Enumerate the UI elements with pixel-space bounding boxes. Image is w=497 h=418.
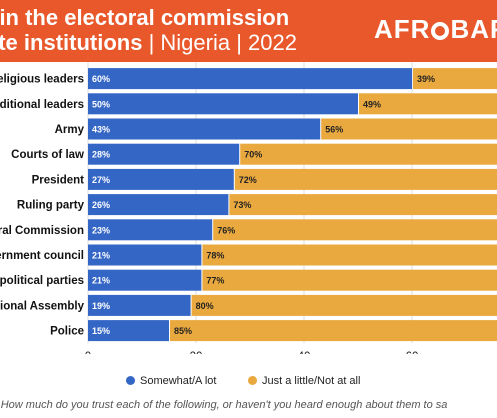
legend-swatch-orange — [248, 376, 257, 385]
logo-text-left: AFR — [374, 14, 431, 44]
bar-value-label-little-10: 85% — [174, 326, 192, 336]
afrobarometer-logo: AFR BAR — [374, 14, 497, 45]
bar-somewhat-1 — [88, 93, 358, 115]
question-note: : How much do you trust each of the foll… — [0, 399, 448, 411]
category-label-5: Ruling party — [17, 200, 85, 212]
bar-value-label-somewhat-8: 21% — [92, 276, 110, 286]
bar-value-label-somewhat-4: 27% — [92, 175, 110, 185]
category-label-1: aditional leaders — [0, 99, 84, 111]
bar-somewhat-5 — [88, 194, 229, 216]
bar-somewhat-3 — [88, 143, 240, 165]
legend-label-somewhat-a-lot: Somewhat/A lot — [140, 375, 217, 387]
bar-value-label-little-4: 72% — [239, 175, 257, 185]
category-label-10: Police — [50, 326, 84, 338]
chart-title-bold-part: ate institutions — [0, 30, 143, 55]
legend-label-just-a-little: Just a little/Not at all — [262, 375, 361, 387]
logo-text-right: BAR — [450, 14, 497, 44]
bar-little-2 — [321, 118, 497, 140]
note-text: How much do you trust each of the follow… — [0, 399, 448, 411]
category-label-7: vernment council — [0, 250, 84, 262]
bar-somewhat-6 — [88, 219, 213, 241]
bar-value-label-little-0: 39% — [417, 74, 435, 84]
bar-somewhat-0 — [88, 68, 412, 90]
chart-title-line-1: t in the electoral commission — [0, 5, 290, 30]
category-label-0: Religious leaders — [0, 74, 84, 86]
bar-value-label-somewhat-1: 50% — [92, 99, 110, 109]
bar-value-label-little-7: 78% — [206, 251, 224, 261]
legend-swatch-blue — [126, 376, 135, 385]
bar-value-label-somewhat-6: 23% — [92, 225, 110, 235]
bar-somewhat-7 — [88, 244, 202, 266]
category-label-8: n political parties — [0, 275, 84, 287]
bar-value-label-little-2: 56% — [325, 125, 343, 135]
bar-little-7 — [202, 244, 497, 266]
x-tick-label-40: 40 — [298, 351, 311, 354]
legend-item-somewhat-a-lot: Somewhat/A lot — [126, 375, 216, 387]
chart-title-subtitle-part: | Nigeria | 2022 — [142, 30, 297, 55]
x-tick-label-20: 20 — [190, 351, 203, 354]
x-tick-label-60: 60 — [406, 351, 419, 354]
bar-value-label-somewhat-3: 28% — [92, 150, 110, 160]
bar-little-10 — [170, 320, 497, 342]
x-tick-label-0: 0 — [85, 351, 91, 354]
bar-little-5 — [229, 194, 497, 216]
bar-little-1 — [359, 93, 497, 115]
bar-little-3 — [240, 143, 497, 165]
bar-value-label-little-1: 49% — [363, 99, 381, 109]
bar-somewhat-4 — [88, 168, 234, 190]
bar-value-label-little-5: 73% — [233, 200, 251, 210]
bar-value-label-somewhat-2: 43% — [92, 125, 110, 135]
bar-little-8 — [202, 269, 497, 291]
category-label-9: ational Assembly — [0, 300, 85, 312]
bar-value-label-little-8: 77% — [206, 276, 224, 286]
bar-somewhat-9 — [88, 294, 191, 316]
bar-value-label-somewhat-0: 60% — [92, 74, 110, 84]
logo-ring-icon — [431, 22, 450, 40]
chart-header: t in the electoral commission ate instit… — [0, 0, 497, 62]
bar-little-0 — [413, 68, 497, 90]
chart-title-line-2: ate institutions | Nigeria | 2022 — [0, 31, 297, 55]
bar-value-label-little-6: 76% — [217, 225, 235, 235]
bar-value-label-somewhat-10: 15% — [92, 326, 110, 336]
bar-somewhat-8 — [88, 269, 202, 291]
category-label-2: Army — [55, 124, 85, 136]
chart-legend: Somewhat/A lot Just a little/Not at all — [0, 373, 497, 391]
bar-somewhat-10 — [88, 320, 169, 342]
bar-little-4 — [234, 168, 497, 190]
bar-value-label-little-9: 80% — [196, 301, 214, 311]
bar-somewhat-2 — [88, 118, 321, 140]
bar-value-label-little-3: 70% — [244, 150, 262, 160]
category-label-4: President — [32, 174, 85, 186]
stacked-bar-chart: 60% 39% Religious leaders 50% 49% aditional l… — [0, 62, 497, 354]
bar-little-9 — [191, 294, 497, 316]
category-label-3: Courts of law — [11, 149, 84, 161]
bar-value-label-somewhat-9: 19% — [92, 301, 110, 311]
category-label-6: oral Commission — [0, 225, 84, 237]
bar-value-label-somewhat-5: 26% — [92, 200, 110, 210]
legend-item-just-a-little: Just a little/Not at all — [248, 375, 360, 387]
bar-little-6 — [213, 219, 497, 241]
bar-value-label-somewhat-7: 21% — [92, 251, 110, 261]
